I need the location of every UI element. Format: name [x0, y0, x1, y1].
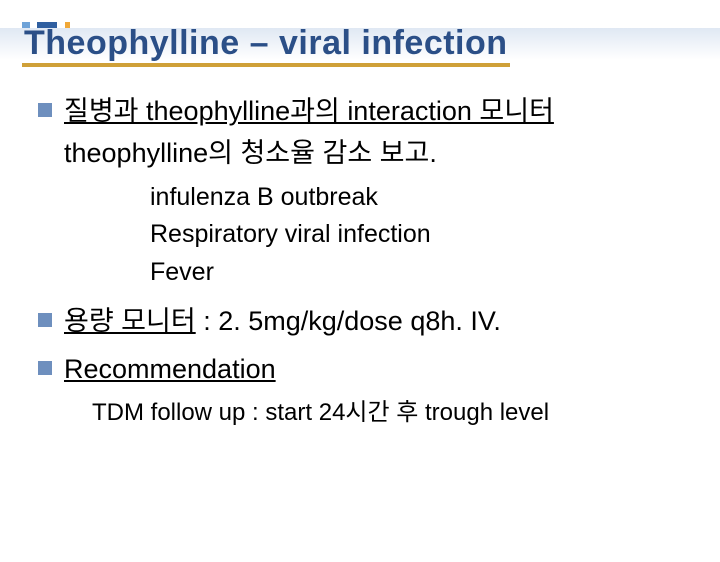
bullet-3: Recommendation [38, 349, 690, 391]
bullet-3-text: Recommendation [64, 349, 276, 391]
sub-item: Fever [150, 254, 690, 292]
bullet-icon [38, 361, 52, 375]
bullet-icon [38, 103, 52, 117]
sub-item: infulenza B outbreak [150, 179, 690, 217]
bullet-icon [38, 313, 52, 327]
bullet-1-text: 질병과 theophylline과의 interaction 모니터 theop… [64, 91, 554, 175]
bullet-2-underlined: 용량 모니터 [64, 306, 196, 336]
bullet-2-rest: : 2. 5mg/kg/dose q8h. IV. [196, 306, 501, 336]
title-area: Theophylline – viral infection [0, 22, 720, 67]
bullet-2: 용량 모니터 : 2. 5mg/kg/dose q8h. IV. [38, 301, 690, 343]
bullet-1-line2: theophylline의 청소율 감소 보고. [64, 138, 437, 168]
bullet-2-text: 용량 모니터 : 2. 5mg/kg/dose q8h. IV. [64, 301, 501, 343]
bullet-3-underlined: Recommendation [64, 354, 276, 384]
sub-item: Respiratory viral infection [150, 216, 690, 254]
bullet-1: 질병과 theophylline과의 interaction 모니터 theop… [38, 91, 690, 175]
content: 질병과 theophylline과의 interaction 모니터 theop… [0, 67, 720, 431]
bullet-1-underlined: 질병과 theophylline과의 interaction 모니터 [64, 96, 554, 126]
page-title: Theophylline – viral infection [22, 22, 510, 67]
sub-list: infulenza B outbreak Respiratory viral i… [38, 179, 690, 292]
tdm-line: TDM follow up : start 24시간 후 trough leve… [38, 395, 690, 431]
